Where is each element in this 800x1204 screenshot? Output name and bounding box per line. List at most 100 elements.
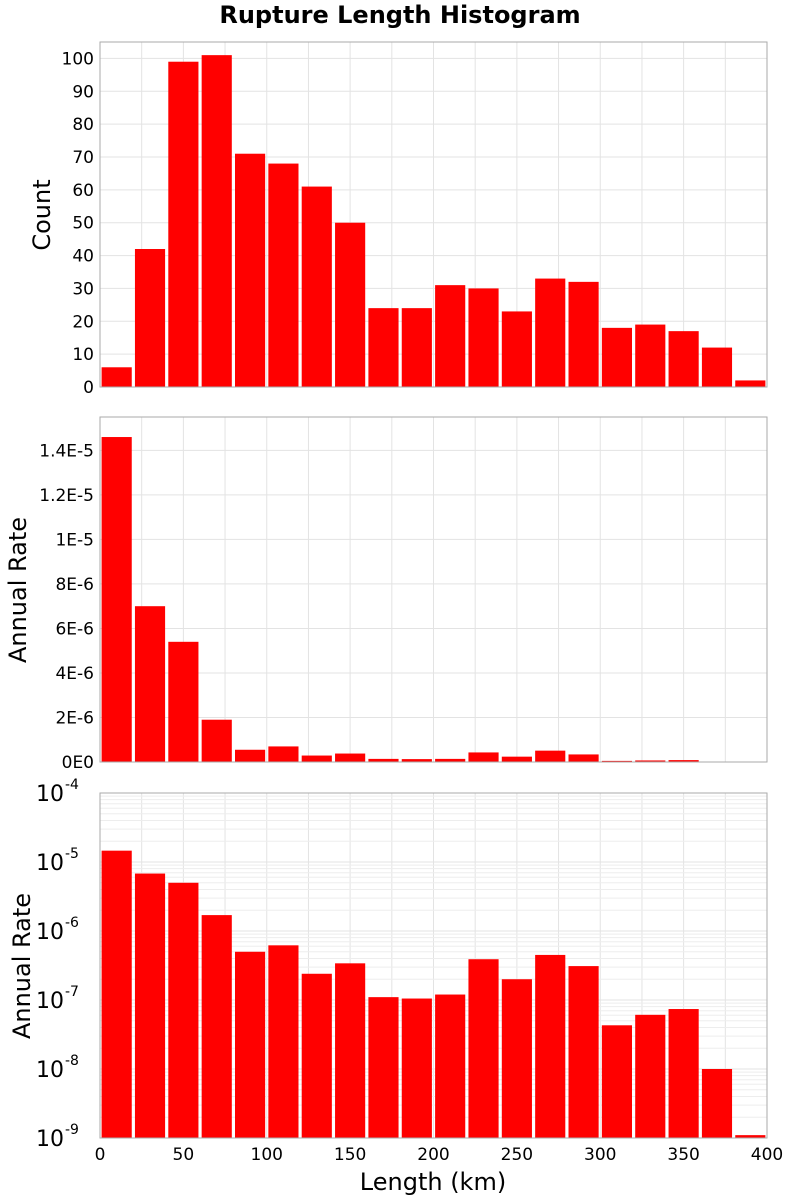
y-tick-label: 10 bbox=[36, 1058, 64, 1083]
histogram-bar bbox=[368, 997, 398, 1138]
histogram-bar bbox=[502, 757, 532, 762]
y-tick-exponent: -7 bbox=[65, 984, 79, 1000]
histogram-bar bbox=[168, 883, 198, 1138]
y-tick-label: 90 bbox=[72, 82, 94, 102]
histogram-bar bbox=[402, 999, 432, 1138]
histogram-bar bbox=[302, 187, 332, 387]
y-tick-label: 80 bbox=[72, 115, 94, 135]
x-tick-label: 100 bbox=[251, 1145, 283, 1165]
histogram-bar bbox=[702, 1069, 732, 1138]
rate-log-panel-ylabel: Annual Rate bbox=[8, 893, 36, 1039]
y-tick-label: 1.2E-5 bbox=[39, 486, 94, 506]
histogram-bar bbox=[235, 750, 265, 762]
y-tick-label: 50 bbox=[72, 214, 94, 234]
histogram-bar bbox=[168, 62, 198, 387]
histogram-bar bbox=[502, 979, 532, 1138]
histogram-bar bbox=[502, 311, 532, 387]
histogram-bar bbox=[468, 288, 498, 387]
x-tick-label: 300 bbox=[584, 1145, 616, 1165]
y-tick-label: 40 bbox=[72, 247, 94, 267]
histogram-bar bbox=[302, 974, 332, 1138]
histogram-bar bbox=[735, 380, 765, 387]
y-tick-label: 0 bbox=[83, 378, 94, 398]
y-tick-exponent: -9 bbox=[65, 1122, 79, 1138]
count-panel-grid bbox=[100, 42, 767, 387]
y-tick-label: 10 bbox=[36, 989, 64, 1014]
histogram-bar bbox=[102, 367, 132, 387]
histogram-bar bbox=[602, 1025, 632, 1138]
histogram-bar bbox=[435, 995, 465, 1138]
histogram-bar bbox=[435, 285, 465, 387]
histogram-bar bbox=[135, 249, 165, 387]
histogram-bar bbox=[168, 642, 198, 762]
rate-linear-panel-grid bbox=[100, 417, 767, 762]
y-tick-exponent: -4 bbox=[65, 777, 79, 793]
histogram-bar bbox=[335, 754, 365, 762]
histogram-bar bbox=[335, 963, 365, 1138]
histogram-bar bbox=[468, 752, 498, 762]
histogram-bar bbox=[669, 1009, 699, 1138]
y-tick-label: 8E-6 bbox=[55, 575, 94, 595]
histogram-bar bbox=[102, 437, 132, 762]
histogram-bar bbox=[535, 751, 565, 762]
chart-title: Rupture Length Histogram bbox=[219, 1, 580, 29]
x-tick-label: 150 bbox=[334, 1145, 366, 1165]
histogram-bar bbox=[635, 1015, 665, 1138]
histogram-bar bbox=[235, 952, 265, 1138]
y-tick-exponent: -6 bbox=[65, 915, 79, 931]
y-tick-label: 30 bbox=[72, 279, 94, 299]
x-tick-label: 50 bbox=[173, 1145, 195, 1165]
histogram-bar bbox=[102, 851, 132, 1138]
y-tick-label: 1E-5 bbox=[55, 530, 94, 550]
histogram-bar bbox=[202, 915, 232, 1138]
y-tick-label: 10 bbox=[72, 345, 94, 365]
y-tick-label: 60 bbox=[72, 181, 94, 201]
y-tick-label: 10 bbox=[36, 920, 64, 945]
x-tick-label: 0 bbox=[95, 1145, 106, 1165]
histogram-bar bbox=[535, 955, 565, 1138]
histogram-bar bbox=[569, 282, 599, 387]
y-tick-label: 1.4E-5 bbox=[39, 441, 94, 461]
rate-log-panel-grid bbox=[100, 793, 767, 1138]
y-tick-label: 100 bbox=[62, 49, 94, 69]
histogram-bar bbox=[702, 348, 732, 387]
y-tick-label: 10 bbox=[36, 782, 64, 807]
histogram-bar bbox=[202, 720, 232, 762]
y-tick-label: 0E0 bbox=[62, 753, 94, 773]
rate-log-panel-y-ticks: 10-910-810-710-610-510-4 bbox=[36, 777, 79, 1152]
histogram-bar bbox=[468, 959, 498, 1138]
histogram-bar bbox=[302, 756, 332, 762]
histogram-bar bbox=[235, 154, 265, 387]
histogram-bar bbox=[635, 325, 665, 387]
y-tick-label: 20 bbox=[72, 312, 94, 332]
histogram-bar bbox=[368, 308, 398, 387]
histogram-bar bbox=[569, 966, 599, 1138]
y-tick-label: 10 bbox=[36, 1127, 64, 1152]
y-tick-exponent: -5 bbox=[65, 846, 79, 862]
histogram-bar bbox=[268, 746, 298, 762]
rate-linear-panel-ylabel: Annual Rate bbox=[4, 517, 32, 663]
x-tick-label: 350 bbox=[667, 1145, 699, 1165]
histogram-bar bbox=[135, 874, 165, 1138]
y-tick-label: 2E-6 bbox=[55, 708, 94, 728]
histogram-bar bbox=[135, 606, 165, 762]
histogram-bar bbox=[202, 55, 232, 387]
x-axis-label: Length (km) bbox=[360, 1168, 506, 1196]
histogram-bar bbox=[602, 328, 632, 387]
histogram-bar bbox=[535, 279, 565, 387]
count-panel-ylabel: Count bbox=[28, 179, 56, 250]
x-tick-label: 250 bbox=[501, 1145, 533, 1165]
x-tick-label: 200 bbox=[417, 1145, 449, 1165]
histogram-bar bbox=[669, 331, 699, 387]
histogram-bar bbox=[402, 308, 432, 387]
y-tick-exponent: -8 bbox=[65, 1053, 79, 1069]
histogram-bar bbox=[569, 754, 599, 762]
histogram-bar bbox=[268, 945, 298, 1138]
